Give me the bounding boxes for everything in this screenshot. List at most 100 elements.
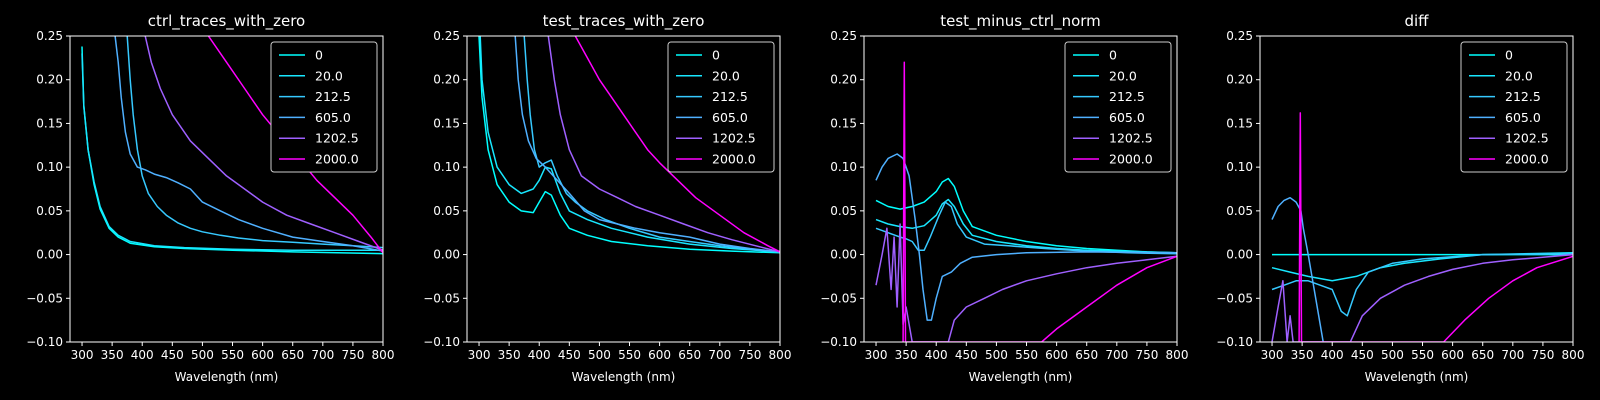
axes-frame <box>69 35 384 343</box>
y-tick-label: 0.10 <box>830 160 857 174</box>
x-tick-label: 700 <box>708 348 731 362</box>
chart-panel-4: diff 300 350 400 450 500 550 600 650 700 750 800 0.2… <box>1216 12 1584 384</box>
x-tick-label: 550 <box>221 348 244 362</box>
x-tick-label: 600 <box>1045 348 1068 362</box>
legend-entry: 605.0 <box>1505 110 1541 125</box>
x-axis-label: Wavelength (nm) <box>969 370 1073 384</box>
legend-entry: 1202.5 <box>712 131 756 146</box>
y-tick-label: 0.20 <box>36 73 63 87</box>
legend-entry: 1202.5 <box>315 131 359 146</box>
x-tick-label: 400 <box>528 348 551 362</box>
series-line-4 <box>875 223 1177 342</box>
legend-entry: 605.0 <box>1109 110 1145 125</box>
legend-entry: 2000.0 <box>1109 152 1153 167</box>
y-tick-label: 0.00 <box>830 248 857 262</box>
legend-entry: 212.5 <box>1109 89 1145 104</box>
y-tick-label: 0.00 <box>36 248 63 262</box>
legend-box <box>1064 41 1172 173</box>
legend-entry: 1202.5 <box>1109 131 1153 146</box>
chart-panel-2: test_traces_with_zero 300 350 400 450 500 550 6… <box>423 12 791 384</box>
x-tick-label: 450 <box>1351 348 1374 362</box>
x-tick-label: 300 <box>468 348 491 362</box>
series-line-1 <box>1271 252 1573 282</box>
x-tick-label: 350 <box>1291 348 1314 362</box>
x-tick-label: 800 <box>769 348 792 362</box>
y-tick-label: 0.05 <box>1226 204 1253 218</box>
y-tick-label: 0.05 <box>830 204 857 218</box>
x-tick-label: 300 <box>865 348 888 362</box>
x-axis-label: Wavelength (nm) <box>572 370 676 384</box>
y-tick-label: 0.00 <box>433 248 460 262</box>
x-tick-label: 300 <box>1261 348 1284 362</box>
y-tick-label: −0.05 <box>423 291 460 305</box>
x-tick-label: 700 <box>1501 348 1524 362</box>
x-tick-label: 750 <box>1135 348 1158 362</box>
chart-title: test_minus_ctrl_norm <box>940 12 1101 31</box>
x-tick-label: 350 <box>498 348 521 362</box>
y-tick-label: 0.25 <box>1226 29 1253 43</box>
y-tick-label: −0.05 <box>1216 291 1253 305</box>
series-line-3 <box>514 36 780 253</box>
y-tick-label: 0.10 <box>1226 160 1253 174</box>
x-tick-label: 650 <box>678 348 701 362</box>
x-tick-label: 400 <box>1321 348 1344 362</box>
x-tick-label: 750 <box>738 348 761 362</box>
series-line-3 <box>114 36 383 252</box>
chart-title: test_traces_with_zero <box>543 12 705 31</box>
legend-box <box>667 41 775 173</box>
legend-entry: 0 <box>1109 48 1117 63</box>
legend-entry: 20.0 <box>315 68 343 83</box>
x-tick-label: 800 <box>1166 348 1189 362</box>
x-tick-label: 750 <box>341 348 364 362</box>
series-line-4 <box>144 36 383 251</box>
legend: 0 20.0 212.5 605.0 1202.5 2000.0 <box>1064 41 1172 173</box>
chart-panel-1: ctrl_traces_with_zero 300 350 400 450 500 550 6… <box>26 12 394 384</box>
series-line-1 <box>479 36 780 253</box>
y-tick-label: 0.05 <box>36 204 63 218</box>
legend-entry: 0 <box>315 48 323 63</box>
chart-title: ctrl_traces_with_zero <box>148 12 305 31</box>
legend: 0 20.0 212.5 605.0 1202.5 2000.0 <box>667 41 775 173</box>
y-tick-label: 0.25 <box>36 29 63 43</box>
chart-title: diff <box>1404 12 1429 30</box>
plot-area <box>875 61 1177 342</box>
x-tick-label: 700 <box>1105 348 1128 362</box>
x-tick-label: 550 <box>1015 348 1038 362</box>
y-tick-label: 0.15 <box>433 116 460 130</box>
y-tick-label: 0.00 <box>1226 248 1253 262</box>
x-tick-label: 800 <box>372 348 395 362</box>
x-tick-label: 350 <box>101 348 124 362</box>
series-line-3 <box>875 153 1177 321</box>
axes-frame <box>863 35 1178 343</box>
series-line-1 <box>875 198 1177 254</box>
x-tick-label: 500 <box>191 348 214 362</box>
y-tick-label: 0.20 <box>1226 73 1253 87</box>
series-line-0 <box>478 36 780 254</box>
chart-panel-3: test_minus_ctrl_norm 300 350 400 450 500 550 60… <box>820 12 1188 384</box>
x-tick-label: 550 <box>1411 348 1434 362</box>
series-line-2 <box>523 36 780 253</box>
series-line-4 <box>547 36 780 253</box>
x-tick-label: 600 <box>1441 348 1464 362</box>
x-tick-label: 600 <box>251 348 274 362</box>
x-tick-label: 700 <box>311 348 334 362</box>
y-tick-label: 0.10 <box>433 160 460 174</box>
series-line-5 <box>902 61 1177 342</box>
y-tick-label: 0.15 <box>830 116 857 130</box>
legend-entry: 0 <box>1505 48 1513 63</box>
y-tick-label: 0.15 <box>36 116 63 130</box>
legend-entry: 20.0 <box>712 68 740 83</box>
x-tick-label: 450 <box>161 348 184 362</box>
x-axis-label: Wavelength (nm) <box>175 370 279 384</box>
y-tick-label: 0.15 <box>1226 116 1253 130</box>
legend-entry: 20.0 <box>1505 68 1533 83</box>
legend-entry: 212.5 <box>712 89 748 104</box>
y-tick-label: 0.20 <box>433 73 460 87</box>
series-line-2 <box>1271 252 1573 317</box>
legend-box <box>1460 41 1568 173</box>
legend-box <box>270 41 378 173</box>
legend-entry: 2000.0 <box>315 152 359 167</box>
x-tick-label: 450 <box>558 348 581 362</box>
legend-entry: 0 <box>712 48 720 63</box>
